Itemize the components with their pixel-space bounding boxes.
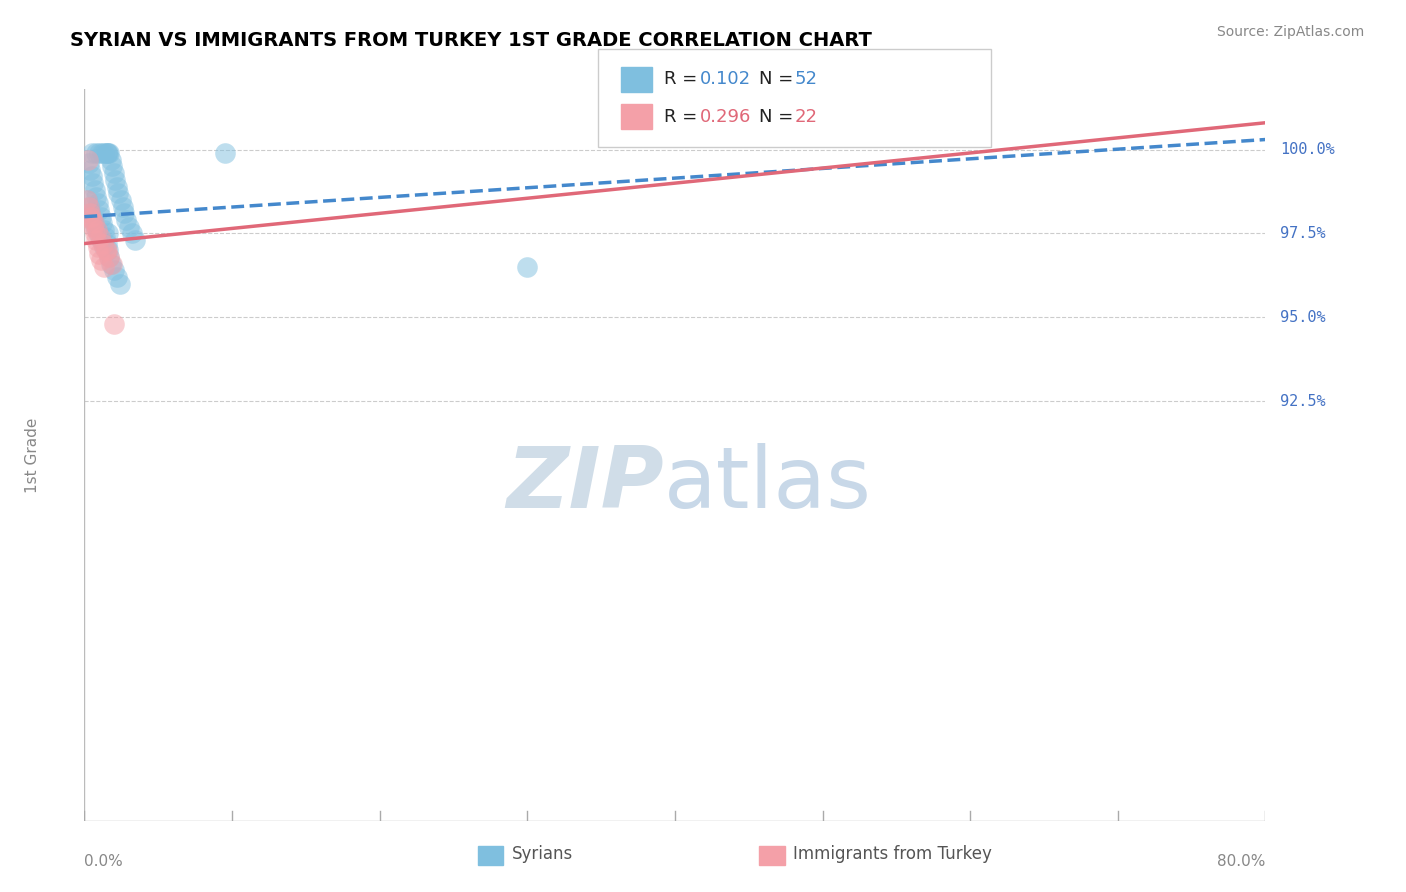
Text: Source: ZipAtlas.com: Source: ZipAtlas.com bbox=[1216, 25, 1364, 39]
Point bbox=[103, 263, 125, 277]
Point bbox=[91, 216, 114, 230]
Point bbox=[77, 156, 100, 170]
Point bbox=[118, 219, 141, 234]
Point bbox=[82, 219, 104, 234]
Point bbox=[97, 244, 120, 258]
Point bbox=[90, 253, 112, 268]
Point bbox=[86, 223, 108, 237]
Point bbox=[83, 183, 105, 197]
Point bbox=[98, 250, 121, 264]
Point bbox=[93, 240, 115, 254]
Point bbox=[124, 233, 146, 247]
Point bbox=[98, 145, 121, 160]
Point bbox=[101, 257, 124, 271]
Point bbox=[83, 219, 105, 234]
Point bbox=[98, 250, 121, 264]
Point bbox=[80, 169, 103, 184]
Point bbox=[82, 213, 104, 227]
Text: 0.296: 0.296 bbox=[700, 108, 752, 126]
Point bbox=[87, 246, 111, 260]
Point bbox=[121, 227, 143, 241]
Point bbox=[97, 227, 120, 241]
Point bbox=[79, 206, 101, 220]
Text: 97.5%: 97.5% bbox=[1281, 226, 1326, 241]
Point bbox=[111, 200, 134, 214]
Point bbox=[77, 153, 100, 167]
Point bbox=[80, 210, 103, 224]
Text: R =: R = bbox=[664, 108, 703, 126]
Point bbox=[96, 236, 118, 251]
Point bbox=[76, 193, 98, 207]
Point bbox=[77, 200, 100, 214]
Point bbox=[77, 200, 100, 214]
Point bbox=[93, 145, 115, 160]
Text: R =: R = bbox=[664, 70, 703, 88]
Point bbox=[93, 260, 115, 274]
Point bbox=[90, 210, 112, 224]
Point bbox=[82, 176, 104, 190]
Text: 92.5%: 92.5% bbox=[1281, 393, 1326, 409]
Text: Syrians: Syrians bbox=[512, 845, 574, 863]
Text: 0.102: 0.102 bbox=[700, 70, 751, 88]
Text: 0.0%: 0.0% bbox=[84, 855, 124, 869]
Point bbox=[83, 227, 105, 241]
Point bbox=[100, 257, 122, 271]
Point bbox=[84, 145, 107, 160]
Point bbox=[84, 189, 107, 203]
Point bbox=[114, 213, 136, 227]
Point bbox=[79, 162, 101, 177]
Point bbox=[80, 145, 103, 160]
Text: atlas: atlas bbox=[664, 443, 872, 526]
Text: N =: N = bbox=[759, 70, 799, 88]
Text: 80.0%: 80.0% bbox=[1218, 855, 1265, 869]
Text: ZIP: ZIP bbox=[506, 443, 664, 526]
Point bbox=[101, 160, 124, 174]
Point bbox=[87, 145, 111, 160]
Point bbox=[104, 173, 127, 187]
Point bbox=[103, 166, 125, 180]
Point bbox=[96, 145, 118, 160]
Point bbox=[91, 145, 114, 160]
Point bbox=[94, 230, 117, 244]
Point bbox=[91, 236, 114, 251]
Text: 22: 22 bbox=[794, 108, 817, 126]
Point bbox=[105, 179, 128, 194]
Point bbox=[108, 277, 131, 291]
Point bbox=[112, 206, 135, 220]
Point bbox=[93, 223, 115, 237]
Point bbox=[87, 202, 111, 217]
Point bbox=[103, 317, 125, 331]
Point bbox=[89, 230, 111, 244]
Point bbox=[79, 206, 101, 220]
Point bbox=[86, 196, 108, 211]
Point bbox=[214, 145, 236, 160]
Text: SYRIAN VS IMMIGRANTS FROM TURKEY 1ST GRADE CORRELATION CHART: SYRIAN VS IMMIGRANTS FROM TURKEY 1ST GRA… bbox=[70, 31, 872, 50]
Text: 95.0%: 95.0% bbox=[1281, 310, 1326, 325]
Point bbox=[83, 216, 105, 230]
Point bbox=[97, 145, 120, 160]
Point bbox=[107, 186, 129, 201]
Text: 1st Grade: 1st Grade bbox=[25, 417, 41, 492]
Point bbox=[516, 260, 538, 274]
Text: Immigrants from Turkey: Immigrants from Turkey bbox=[793, 845, 991, 863]
Text: N =: N = bbox=[759, 108, 799, 126]
Point bbox=[84, 233, 107, 247]
Point bbox=[86, 240, 108, 254]
Point bbox=[96, 244, 118, 258]
Point bbox=[100, 153, 122, 167]
Point bbox=[76, 193, 98, 207]
Point bbox=[110, 193, 132, 207]
Point bbox=[96, 145, 118, 160]
Point bbox=[80, 213, 103, 227]
Point bbox=[105, 270, 128, 285]
Point bbox=[94, 244, 117, 258]
Text: 52: 52 bbox=[794, 70, 817, 88]
Text: 100.0%: 100.0% bbox=[1281, 142, 1334, 157]
Point bbox=[86, 227, 108, 241]
Point bbox=[90, 233, 112, 247]
